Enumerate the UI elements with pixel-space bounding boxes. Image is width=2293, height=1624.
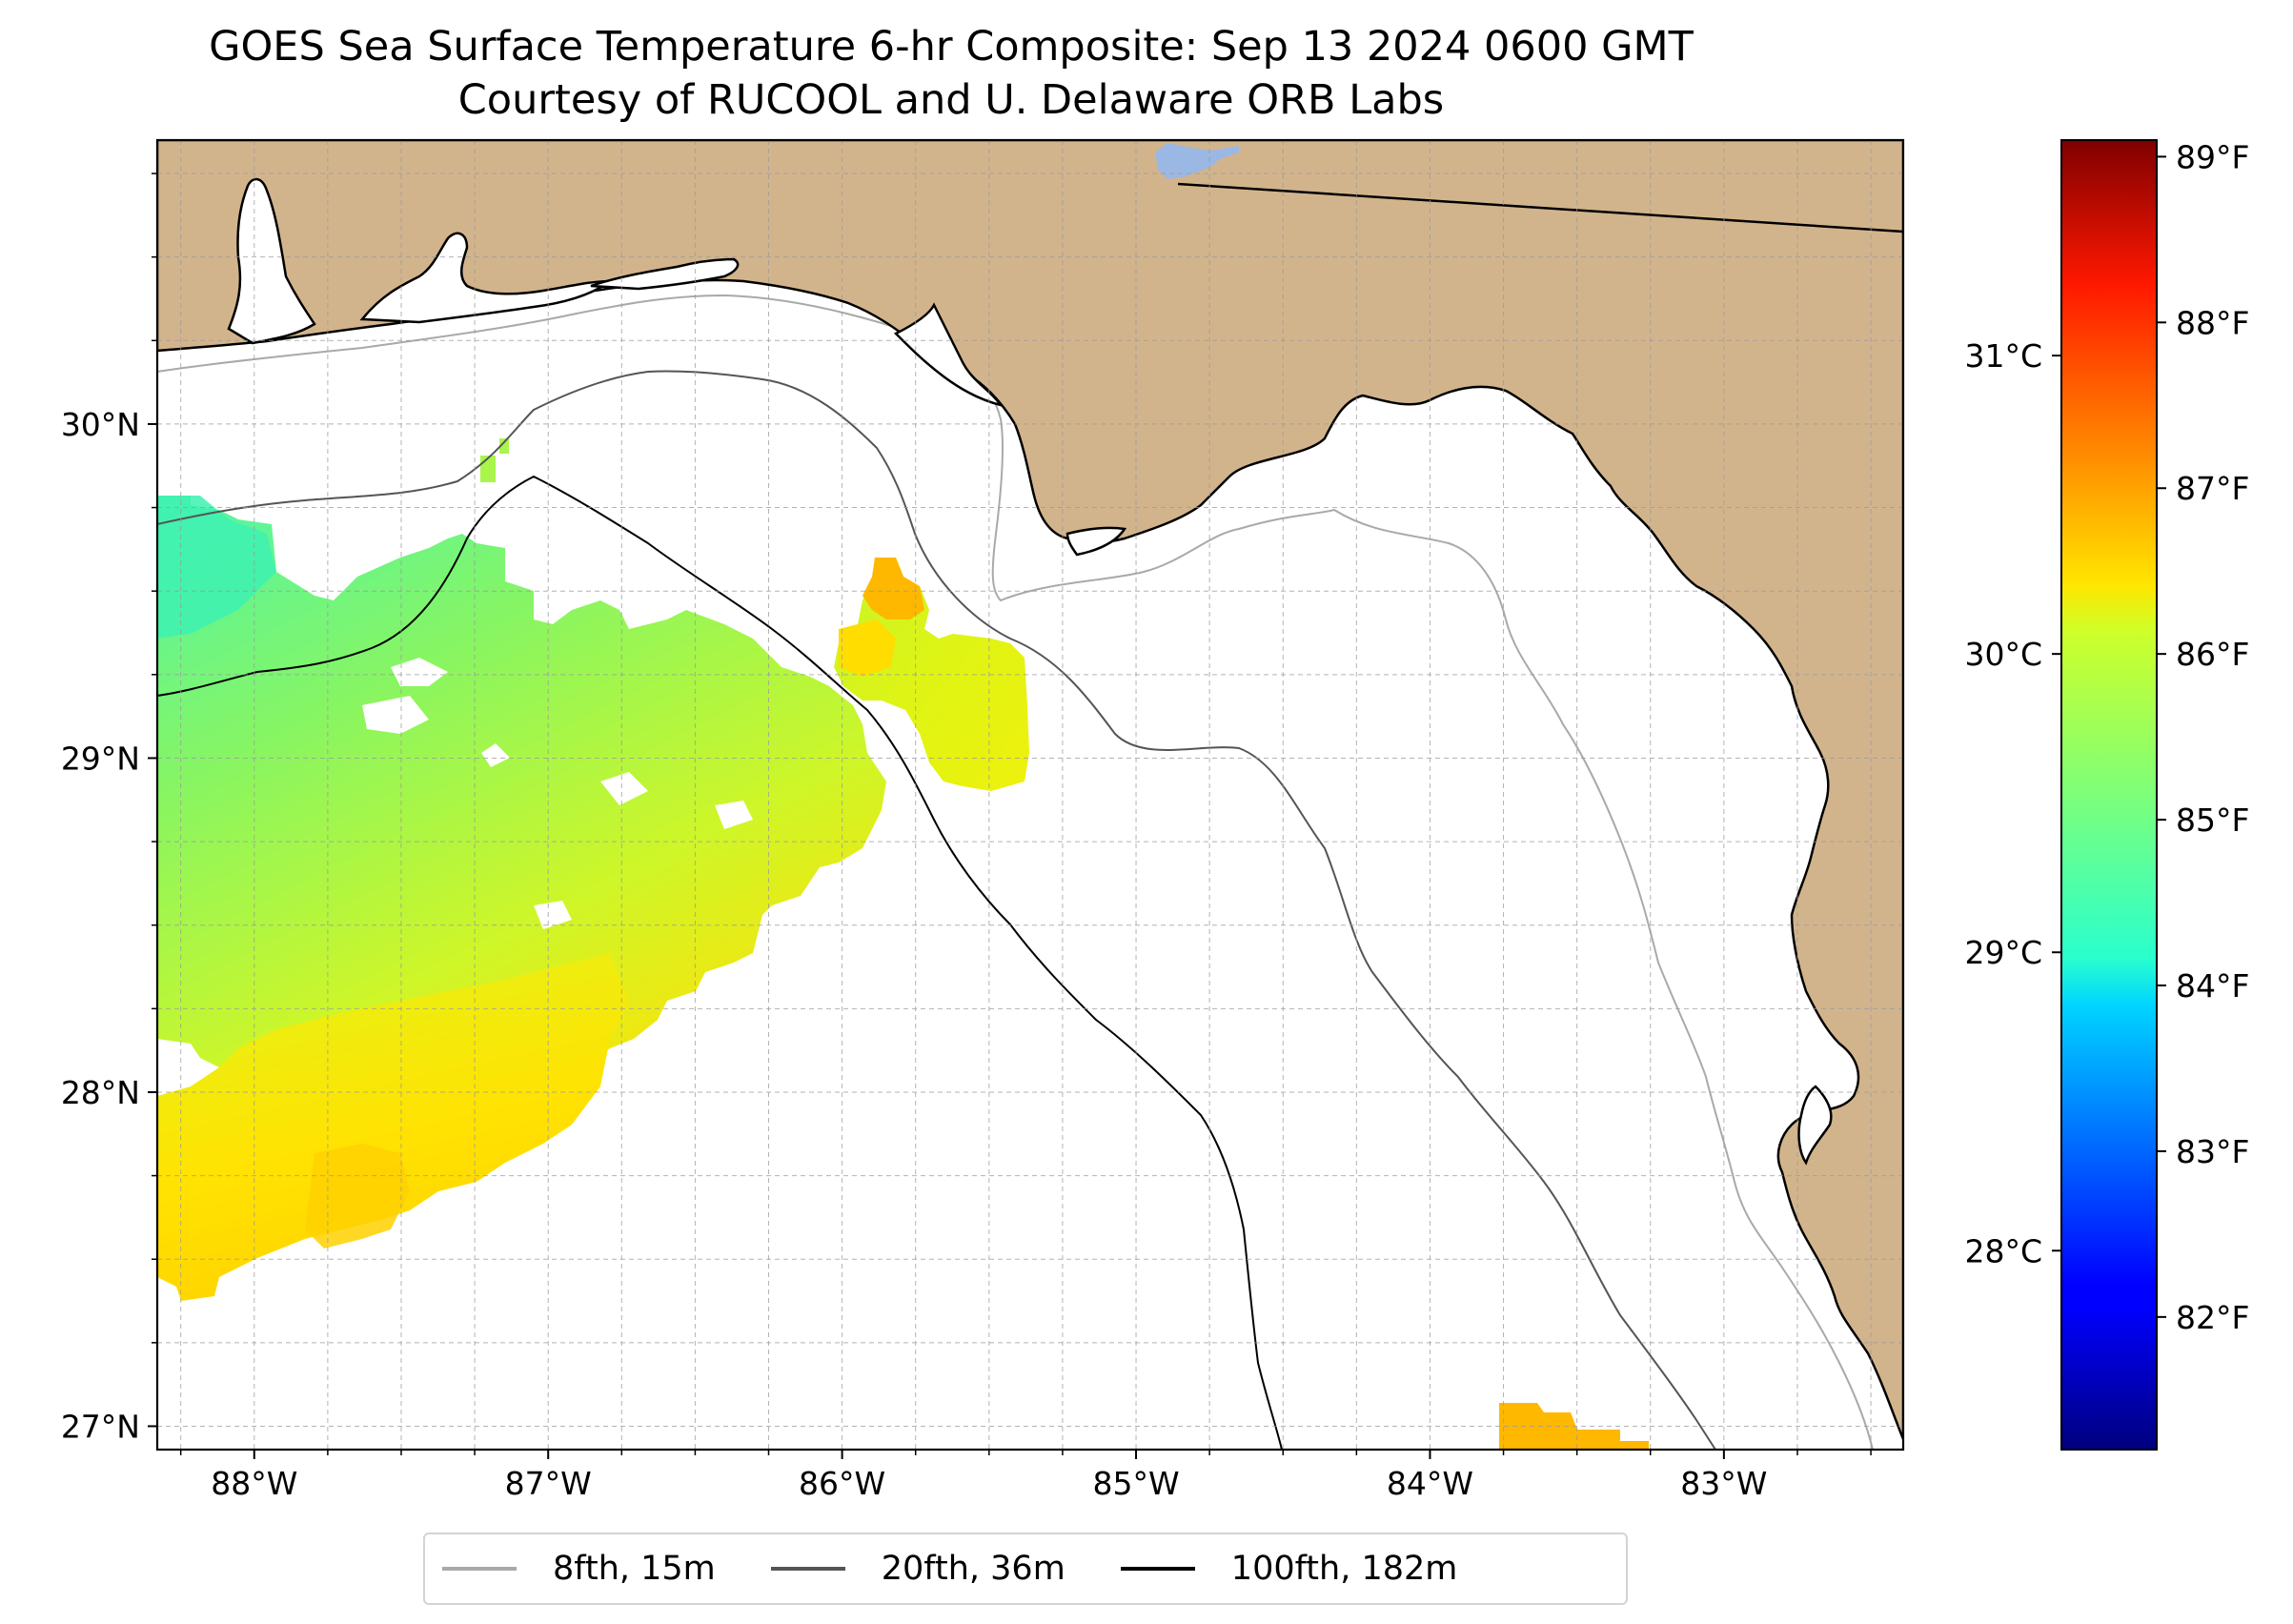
legend-swatch-20fth [770,1567,845,1571]
colorbar-c-tick-label: 30°C [1964,636,2042,673]
map-subtitle: Courtesy of RUCOOL and U. Delaware ORB L… [457,76,1445,124]
colorbar-ticks: 82°F 83°F 84°F 85°F 86°F 87°F 88°F 89°F 28°C 29°C… [1964,138,2249,1335]
legend-label-100fth: 100fth, 182m [1230,1550,1458,1588]
map-frame [155,138,1905,1451]
western-sst-patch [157,438,886,1301]
choctawhatchee-bay [590,257,740,291]
colorbar-c-tick-label: 28°C [1964,1232,2042,1269]
legend-item-100fth: 100fth, 182m [1120,1550,1458,1588]
legend-swatch-8fth [442,1567,517,1571]
pensacola-bay [359,232,614,324]
colorbar-f-tick-label: 88°F [2176,304,2249,341]
lon-tick-label: 88°W [211,1465,297,1502]
st-andrew-bay [893,302,1004,407]
colorbar-f-tick-label: 83°F [2176,1133,2249,1170]
state-border [1177,182,1903,233]
lat-tick-label: 28°N [61,1074,140,1111]
apalachicola-bay [1065,526,1127,557]
lon-tick-label: 84°W [1387,1465,1473,1502]
colorbar-f-tick-label: 85°F [2176,802,2249,839]
lake-area [1155,143,1239,179]
colorbar-c-tick-label: 31°C [1964,337,2042,375]
legend-label-20fth: 20fth, 36m [881,1550,1065,1588]
colorbar-f-tick-label: 87°F [2176,470,2249,507]
lat-tick-label: 27°N [61,1408,140,1445]
legend-label-8fth: 8fth, 15m [553,1550,716,1588]
map-legend: 8fth, 15m 20fth, 36m 100fth, 182m [423,1533,1628,1605]
map-axes: 88°W 87°W 86°W 85°W 84°W 83°W 27°N 28°N 29°N 30°N [61,173,1872,1502]
land-area [157,140,1903,1440]
colorbar-f-tick-label: 82°F [2176,1299,2249,1336]
map-gridlines [157,140,1903,1450]
lon-tick-label: 83°W [1680,1465,1767,1502]
colorbar-c-tick-label: 29°C [1964,934,2042,971]
colorbar: 82°F 83°F 84°F 85°F 86°F 87°F 88°F 89°F 28°C 29°C… [1964,138,2249,1451]
lat-tick-label: 30°N [61,406,140,443]
lon-tick-label: 87°W [505,1465,592,1502]
legend-swatch-100fth [1120,1567,1195,1571]
isobath-8fth [157,294,1874,1450]
tampa-bay [1797,1085,1833,1166]
lat-tick-label: 29°N [61,740,140,777]
colorbar-f-tick-label: 89°F [2176,138,2249,175]
map-title: GOES Sea Surface Temperature 6-hr Compos… [209,23,1694,71]
legend-item-20fth: 20fth, 36m [770,1550,1065,1588]
colorbar-gradient [2061,140,2157,1450]
colorbar-frame [2060,139,2158,1451]
legend-item-8fth: 8fth, 15m [442,1550,716,1588]
colorbar-f-tick-label: 86°F [2176,636,2249,673]
isobath-100fth [157,476,1283,1450]
isobath-20fth [157,370,1716,1450]
lon-tick-label: 86°W [799,1465,885,1502]
colorbar-f-tick-label: 84°F [2176,967,2249,1005]
lon-tick-label: 85°W [1092,1465,1179,1502]
